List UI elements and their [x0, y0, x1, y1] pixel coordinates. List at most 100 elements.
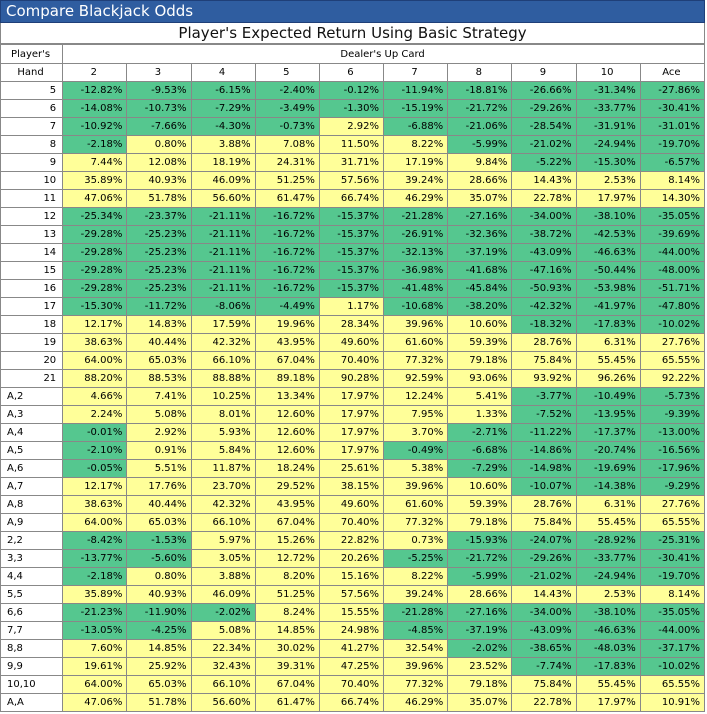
- return-cell: 2.53%: [575, 585, 641, 604]
- player-hand-label: 15: [0, 261, 64, 280]
- return-cell: -15.30%: [62, 297, 128, 316]
- return-cell: -1.30%: [318, 99, 385, 118]
- return-cell: -14.38%: [575, 477, 641, 496]
- return-cell: -35.05%: [639, 603, 706, 622]
- return-cell: 14.43%: [511, 585, 577, 604]
- return-cell: 67.04%: [254, 351, 320, 370]
- return-cell: 7.41%: [126, 387, 192, 406]
- return-cell: -53.98%: [575, 279, 641, 298]
- return-cell: 31.71%: [318, 153, 385, 172]
- return-cell: 15.26%: [254, 531, 320, 550]
- table-row: 13 -29.28% -25.23% -21.11% -16.72% -15.37% -26…: [0, 225, 706, 244]
- return-cell: 2.24%: [62, 405, 128, 424]
- return-cell: 29.52%: [254, 477, 320, 496]
- return-cell: 39.31%: [254, 657, 320, 676]
- return-cell: -21.11%: [190, 225, 256, 244]
- return-cell: 56.60%: [190, 693, 256, 712]
- return-cell: -19.69%: [575, 459, 641, 478]
- return-cell: -47.16%: [511, 261, 577, 280]
- table-row: 3,3 -13.77% -5.60% 3.05% 12.72% 20.26% -5.25% -…: [0, 549, 706, 568]
- table-row: 5,5 35.89% 40.93% 46.09% 51.25% 57.56% 39.24% 2…: [0, 585, 706, 604]
- return-cell: 22.34%: [190, 639, 256, 658]
- return-cell: 92.59%: [383, 369, 449, 388]
- return-cell: -18.32%: [511, 315, 577, 334]
- return-cell: -7.52%: [511, 405, 577, 424]
- table-row: A,3 2.24% 5.08% 8.01% 12.60% 17.97% 7.95% 1.33%…: [0, 405, 706, 424]
- return-cell: 46.09%: [190, 171, 256, 190]
- return-cell: 93.06%: [447, 369, 513, 388]
- return-cell: 10.60%: [447, 477, 513, 496]
- return-cell: 46.29%: [383, 693, 449, 712]
- return-cell: -37.19%: [447, 243, 513, 262]
- return-cell: 5.93%: [190, 423, 256, 442]
- return-cell: -5.99%: [447, 135, 513, 154]
- return-cell: -16.72%: [254, 279, 320, 298]
- return-cell: -2.40%: [254, 81, 320, 100]
- player-header-line1: Player's: [0, 44, 64, 64]
- return-cell: 18.24%: [254, 459, 320, 478]
- return-cell: 8.01%: [190, 405, 256, 424]
- return-cell: 59.39%: [447, 495, 513, 514]
- return-cell: 28.34%: [318, 315, 385, 334]
- player-hand-label: A,2: [0, 387, 64, 406]
- return-cell: 28.76%: [511, 495, 577, 514]
- header-row-top: Player's Dealer's Up Card: [0, 44, 705, 64]
- table-row: 10,10 64.00% 65.03% 66.10% 67.04% 70.40% 77.32…: [0, 675, 706, 694]
- return-cell: -21.28%: [383, 207, 449, 226]
- return-cell: 10.25%: [190, 387, 256, 406]
- return-cell: 14.30%: [639, 189, 706, 208]
- return-cell: -29.28%: [62, 279, 128, 298]
- return-cell: -11.90%: [126, 603, 192, 622]
- return-cell: 39.96%: [383, 315, 449, 334]
- return-cell: -39.69%: [639, 225, 706, 244]
- dealer-header: Dealer's Up Card: [62, 44, 705, 64]
- table-row: A,2 4.66% 7.41% 10.25% 13.34% 17.97% 12.24% 5.4…: [0, 387, 706, 406]
- return-cell: 90.28%: [318, 369, 385, 388]
- return-cell: -16.72%: [254, 261, 320, 280]
- return-cell: -27.16%: [447, 603, 513, 622]
- return-cell: -37.19%: [447, 621, 513, 640]
- return-cell: -21.72%: [447, 549, 513, 568]
- return-cell: 12.17%: [62, 477, 128, 496]
- return-cell: -10.02%: [639, 657, 706, 676]
- table-row: 18 12.17% 14.83% 17.59% 19.96% 28.34% 39.96% 10…: [0, 315, 706, 334]
- return-cell: 66.74%: [318, 693, 385, 712]
- player-hand-label: 8,8: [0, 639, 64, 658]
- return-cell: 14.85%: [254, 621, 320, 640]
- player-hand-label: A,9: [0, 513, 64, 532]
- return-cell: 1.17%: [318, 297, 385, 316]
- return-cell: 92.22%: [639, 369, 706, 388]
- return-cell: 27.76%: [639, 333, 706, 352]
- player-hand-label: A,8: [0, 495, 64, 514]
- return-cell: -30.41%: [639, 99, 706, 118]
- player-hand-label: 3,3: [0, 549, 64, 568]
- return-cell: 13.34%: [254, 387, 320, 406]
- return-cell: -7.66%: [126, 117, 192, 136]
- return-cell: -25.23%: [126, 225, 192, 244]
- return-cell: -42.53%: [575, 225, 641, 244]
- return-cell: -29.26%: [511, 99, 577, 118]
- return-cell: -20.74%: [575, 441, 641, 460]
- return-cell: -15.37%: [318, 279, 385, 298]
- return-cell: -15.37%: [318, 261, 385, 280]
- return-cell: -27.16%: [447, 207, 513, 226]
- return-cell: 67.04%: [254, 675, 320, 694]
- table-row: 8 -2.18% 0.80% 3.88% 7.08% 11.50% 8.22% -5.99% -…: [0, 135, 706, 154]
- return-cell: 3.05%: [190, 549, 256, 568]
- return-cell: -51.71%: [639, 279, 706, 298]
- return-cell: 17.97%: [318, 441, 385, 460]
- return-cell: 70.40%: [318, 675, 385, 694]
- player-hand-label: 13: [0, 225, 64, 244]
- return-cell: -2.02%: [190, 603, 256, 622]
- return-cell: 57.56%: [318, 171, 385, 190]
- player-hand-label: 18: [0, 315, 64, 334]
- return-cell: 51.78%: [126, 189, 192, 208]
- column-header: 9: [511, 63, 577, 82]
- return-cell: -21.11%: [190, 279, 256, 298]
- return-cell: -36.98%: [383, 261, 449, 280]
- return-cell: -10.02%: [639, 315, 706, 334]
- return-cell: 6.31%: [575, 495, 641, 514]
- column-header: 10: [575, 63, 641, 82]
- table-row: A,4 -0.01% 2.92% 5.93% 12.60% 17.97% 3.70% -2.7…: [0, 423, 706, 442]
